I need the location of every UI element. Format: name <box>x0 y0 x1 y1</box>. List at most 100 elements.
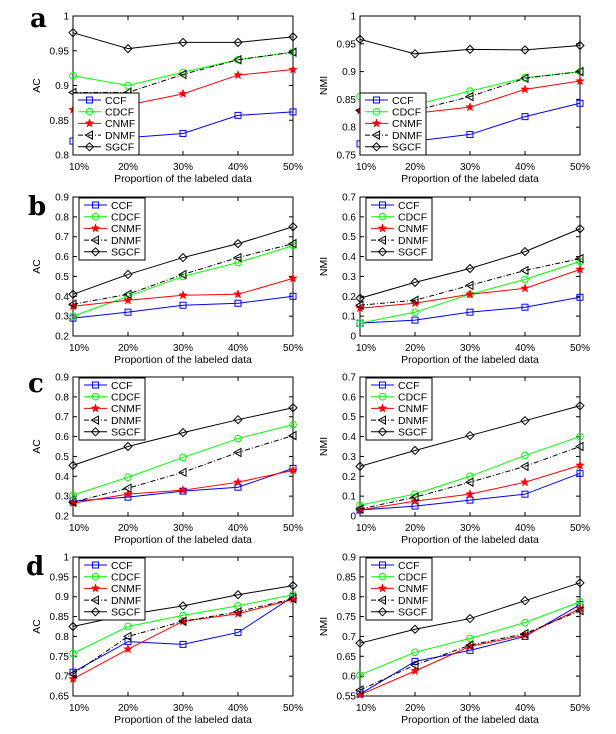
data-point <box>289 108 297 116</box>
data-point <box>287 273 299 283</box>
legend-marker <box>377 595 386 605</box>
legend-label: CDCF <box>398 572 427 584</box>
legend-marker <box>84 130 93 140</box>
y-tick-label: 0.3 <box>342 452 356 463</box>
y-tick-label: 0.6 <box>342 672 356 683</box>
series-line <box>359 405 581 467</box>
data-point <box>177 484 189 495</box>
series-line <box>72 598 294 675</box>
y-axis-label: AC <box>31 619 43 634</box>
legend-label: CNMF <box>398 223 428 235</box>
y-tick-label: 0.5 <box>342 232 356 243</box>
x-axis-label: Proportion of the labeled data <box>114 173 252 185</box>
series-dnmf <box>67 593 297 680</box>
x-tick-label: 20% <box>405 523 425 534</box>
legend-marker <box>373 96 380 104</box>
y-tick-label: 0.5 <box>342 412 356 423</box>
data-point <box>576 99 584 107</box>
y-tick-label: 0.6 <box>55 432 69 443</box>
x-axis-label: Proportion of the labeled data <box>114 354 252 366</box>
x-tick-label: 10% <box>356 162 376 173</box>
data-point <box>464 477 474 488</box>
legend-marker <box>90 595 99 605</box>
legend-marker <box>371 118 382 128</box>
data-point <box>288 222 298 232</box>
y-tick-label: 0.8 <box>55 632 69 643</box>
x-tick-label: 50% <box>283 162 303 173</box>
x-tick-label: 20% <box>118 162 138 173</box>
legend-marker <box>378 572 387 581</box>
data-point <box>233 238 243 249</box>
y-tick-label: 0.9 <box>55 373 69 384</box>
data-point <box>464 488 476 499</box>
data-point <box>576 432 584 441</box>
data-point <box>574 66 584 77</box>
data-point <box>464 280 474 291</box>
legend-marker <box>378 212 387 221</box>
data-point <box>519 73 529 84</box>
legend-marker <box>84 118 95 128</box>
series-line <box>359 296 581 324</box>
data-point <box>574 264 586 274</box>
data-point <box>355 638 365 648</box>
legend-marker <box>90 247 101 257</box>
x-tick-label: 50% <box>570 162 590 173</box>
series-sgcf <box>355 578 585 648</box>
x-tick-label: 40% <box>515 703 535 714</box>
legend-label: CNMF <box>398 583 428 595</box>
series-sgcf <box>355 401 585 472</box>
legend-label: CCF <box>111 200 133 212</box>
legend-marker <box>378 392 387 401</box>
data-point <box>234 258 242 267</box>
x-tick-label: 10% <box>69 343 89 354</box>
chart-panel: 0.2 0.3 0.4 0.5 0.6 0.7 0.8 0.9 10% 20% 30% 40% 50% P… <box>31 193 303 367</box>
data-point <box>67 669 77 680</box>
x-axis-label: Proportion of the labeled data <box>401 173 539 185</box>
y-tick-label: 0.65 <box>337 652 357 663</box>
panel-letter: d <box>26 552 44 582</box>
x-tick-label: 20% <box>405 703 425 714</box>
data-point <box>576 469 584 477</box>
data-point <box>123 43 133 54</box>
data-point <box>69 649 77 658</box>
y-tick-label: 0.7 <box>342 193 356 204</box>
data-point <box>519 476 531 487</box>
data-point <box>232 54 242 65</box>
data-point <box>124 622 132 631</box>
x-axis-label: Proportion of the labeled data <box>401 534 539 546</box>
legend-marker <box>90 607 101 617</box>
y-tick-label: 0.9 <box>55 81 69 92</box>
y-axis-label: AC <box>31 439 43 454</box>
x-tick-label: 30% <box>173 162 193 173</box>
legend-marker <box>91 572 100 581</box>
data-point <box>233 414 243 425</box>
legend-box <box>359 92 427 156</box>
y-axis-label: NMI <box>318 76 330 95</box>
data-point <box>410 49 420 59</box>
legend-label: CCF <box>111 560 133 572</box>
data-point <box>234 628 242 636</box>
y-tick-label: 0.2 <box>342 292 356 303</box>
legend-marker <box>90 223 101 233</box>
legend-label: CNMF <box>398 403 428 415</box>
y-tick-label: 0.55 <box>337 692 357 703</box>
data-point <box>411 316 419 324</box>
series-line <box>72 295 294 319</box>
legend-marker <box>377 403 388 413</box>
chart-panel: 0.2 0.3 0.4 0.5 0.6 0.7 0.8 0.9 10% 20% 30% 40% 50% P… <box>31 373 303 547</box>
data-point <box>520 246 530 257</box>
data-point <box>178 252 188 263</box>
data-point <box>574 460 586 470</box>
data-point <box>519 628 529 639</box>
data-point <box>122 631 132 642</box>
data-point <box>356 319 364 327</box>
series-line <box>359 610 581 691</box>
legend-label: CDCF <box>111 212 140 224</box>
x-axis-label: Proportion of the labeled data <box>401 354 539 366</box>
legend-label: CDCF <box>392 107 421 119</box>
legend-marker <box>85 107 94 116</box>
series-line <box>359 582 581 644</box>
data-point <box>465 613 475 624</box>
legend-marker <box>90 403 101 413</box>
